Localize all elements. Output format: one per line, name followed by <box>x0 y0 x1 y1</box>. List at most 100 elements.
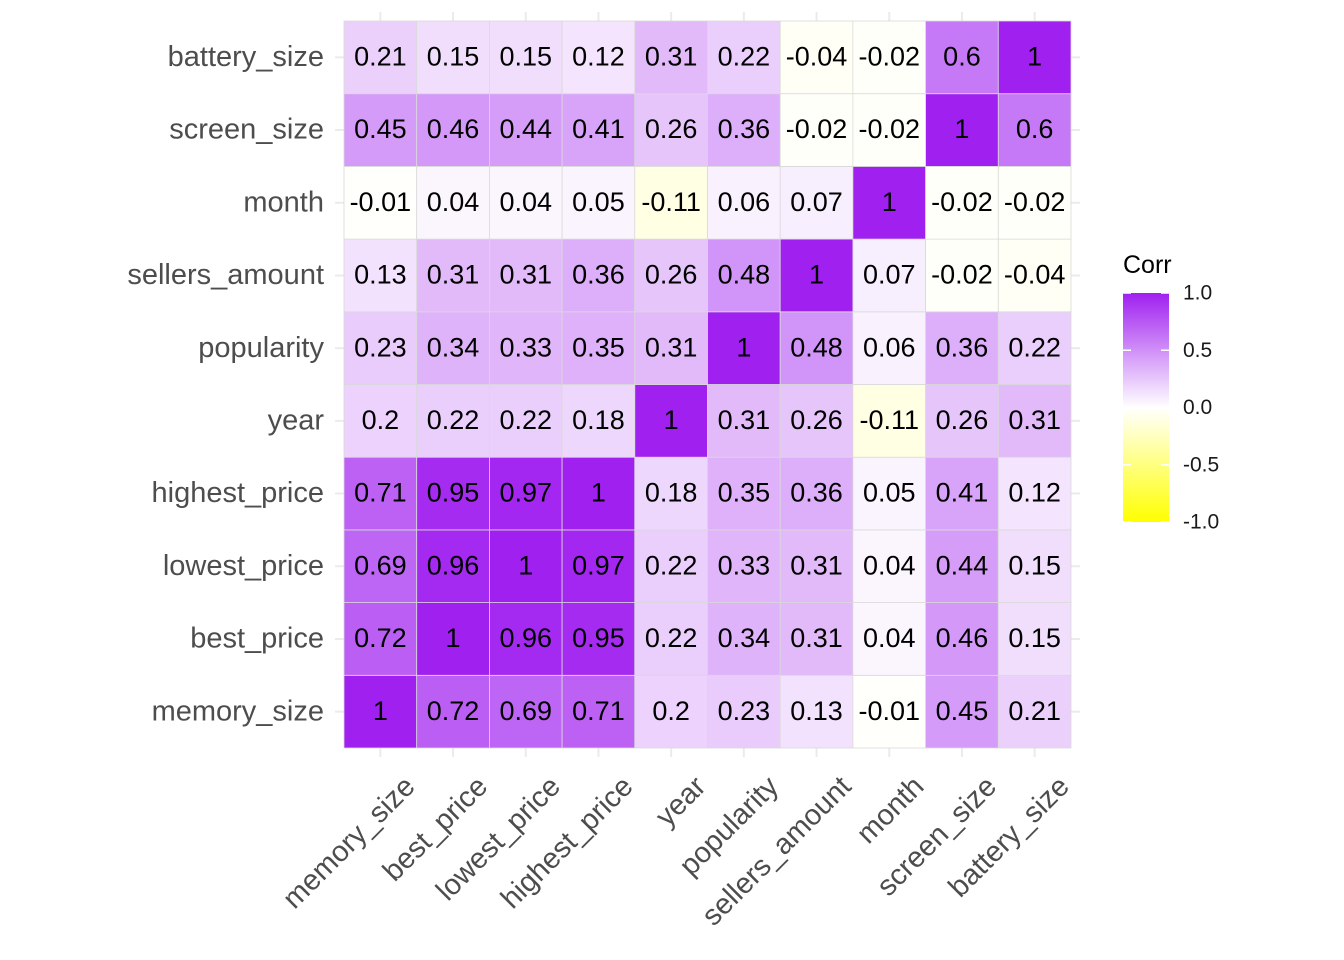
cell-value-label: 0.44 <box>499 114 552 144</box>
heatmap-cell <box>925 165 999 240</box>
cell-value-label: 0.04 <box>863 623 916 653</box>
cell-value-label: 0.13 <box>790 696 843 726</box>
heatmap-cell <box>488 384 563 458</box>
heatmap-cell <box>561 674 636 749</box>
heatmap-cell <box>997 602 1072 676</box>
heatmap-cell <box>707 311 781 385</box>
heatmap-cell <box>779 456 854 531</box>
cell-value-label: 0.33 <box>718 550 771 580</box>
cell-value-label: -0.02 <box>931 187 993 217</box>
heatmap-cell <box>634 238 708 313</box>
cell-value-label: 0.13 <box>354 260 407 290</box>
cell-value-label: -0.11 <box>859 405 919 435</box>
heatmap-cell <box>634 93 708 167</box>
y-tick-label: battery_size <box>168 41 324 73</box>
heatmap-cell <box>997 238 1072 313</box>
cell-value-label: 0.6 <box>943 41 981 71</box>
cell-value-label: -0.01 <box>350 187 412 217</box>
cell-value-label: 0.21 <box>1008 696 1061 726</box>
cell-value-label: 0.44 <box>936 550 989 580</box>
heatmap-cell <box>561 93 636 167</box>
heatmap-cell <box>488 93 563 167</box>
cell-value-label: 0.95 <box>427 478 480 508</box>
cell-labels: 10.720.690.710.20.230.13-0.010.450.210.7… <box>350 41 1066 725</box>
heatmap-cell <box>925 674 999 749</box>
cell-value-label: 0.97 <box>499 478 552 508</box>
heatmap-cell <box>997 93 1072 167</box>
heatmap-cell <box>925 529 999 604</box>
cell-value-label: 0.07 <box>863 260 916 290</box>
cell-value-label: 0.96 <box>427 550 480 580</box>
y-tick-label: best_price <box>190 623 324 655</box>
heatmap-cell <box>343 529 418 604</box>
heatmap-cell <box>561 238 636 313</box>
cell-value-label: 0.26 <box>645 260 698 290</box>
heatmap-cell <box>925 238 999 313</box>
heatmap-cell <box>997 20 1072 95</box>
heatmap-cell <box>561 602 636 676</box>
heatmap-cell <box>707 674 781 749</box>
cell-value-label: 0.26 <box>936 405 989 435</box>
cell-value-label: 0.72 <box>427 696 480 726</box>
cell-value-label: 0.41 <box>572 114 625 144</box>
cell-value-label: 0.23 <box>354 332 407 362</box>
heatmap-cell <box>707 602 781 676</box>
cell-value-label: 0.18 <box>645 478 698 508</box>
heatmap-cell <box>997 311 1072 385</box>
heatmap-cell <box>707 529 781 604</box>
heatmap-cell <box>416 602 490 676</box>
heatmap-cell <box>852 456 927 531</box>
cell-value-label: 0.26 <box>645 114 698 144</box>
heatmap-cell <box>707 20 781 95</box>
cell-value-label: 0.15 <box>499 41 552 71</box>
legend-tick-label: -0.5 <box>1183 453 1219 476</box>
legend-tick-label: -1.0 <box>1183 511 1219 534</box>
y-tick-label: month <box>243 186 324 218</box>
cell-value-label: 0.69 <box>354 550 407 580</box>
heatmap-cell <box>852 674 927 749</box>
cell-value-label: 0.71 <box>572 696 625 726</box>
cell-value-label: 0.36 <box>936 332 989 362</box>
cell-value-label: 0.22 <box>499 405 552 435</box>
heatmap-cell <box>488 20 563 95</box>
heatmap-cell <box>779 165 854 240</box>
cell-value-label: 0.04 <box>863 550 916 580</box>
heatmap-cell <box>779 238 854 313</box>
heatmap-cell <box>634 456 708 531</box>
cell-value-label: -0.01 <box>858 696 920 726</box>
cell-value-label: 0.31 <box>718 405 771 435</box>
heatmap-cell <box>707 238 781 313</box>
cell-value-label: 0.45 <box>354 114 407 144</box>
legend-tick-label: 0.0 <box>1183 396 1212 419</box>
cell-value-label: 0.6 <box>1016 114 1054 144</box>
heatmap-cell <box>343 93 418 167</box>
cell-value-label: -0.11 <box>641 187 701 217</box>
cell-value-label: 0.12 <box>1008 478 1061 508</box>
heatmap-cell <box>343 674 418 749</box>
cell-value-label: 0.22 <box>645 623 698 653</box>
heatmap-cell <box>416 238 490 313</box>
legend-tick-label: 0.5 <box>1183 339 1212 362</box>
y-axis: memory_size best_price lowest_price highest… <box>127 41 324 727</box>
heatmap-cell <box>852 20 927 95</box>
heatmap-cell <box>925 602 999 676</box>
heatmap-cell <box>634 602 708 676</box>
cell-value-label: 0.35 <box>572 332 625 362</box>
heatmap-cell <box>634 529 708 604</box>
y-tick-label: memory_size <box>152 695 324 727</box>
cell-value-label: 0.31 <box>427 260 480 290</box>
heatmap-cell <box>343 384 418 458</box>
heatmap-cell <box>997 165 1072 240</box>
cell-value-label: -0.02 <box>931 260 993 290</box>
heatmap-cell <box>852 165 927 240</box>
cell-value-label: 1 <box>664 405 679 435</box>
x-tick-label: year <box>650 770 713 833</box>
heatmap-cell <box>997 456 1072 531</box>
heatmap-cell <box>343 165 418 240</box>
cell-value-label: 1 <box>591 478 606 508</box>
heatmap-cell <box>343 20 418 95</box>
heatmap-cell <box>561 20 636 95</box>
heatmap-cell <box>997 384 1072 458</box>
cell-value-label: 0.33 <box>499 332 552 362</box>
